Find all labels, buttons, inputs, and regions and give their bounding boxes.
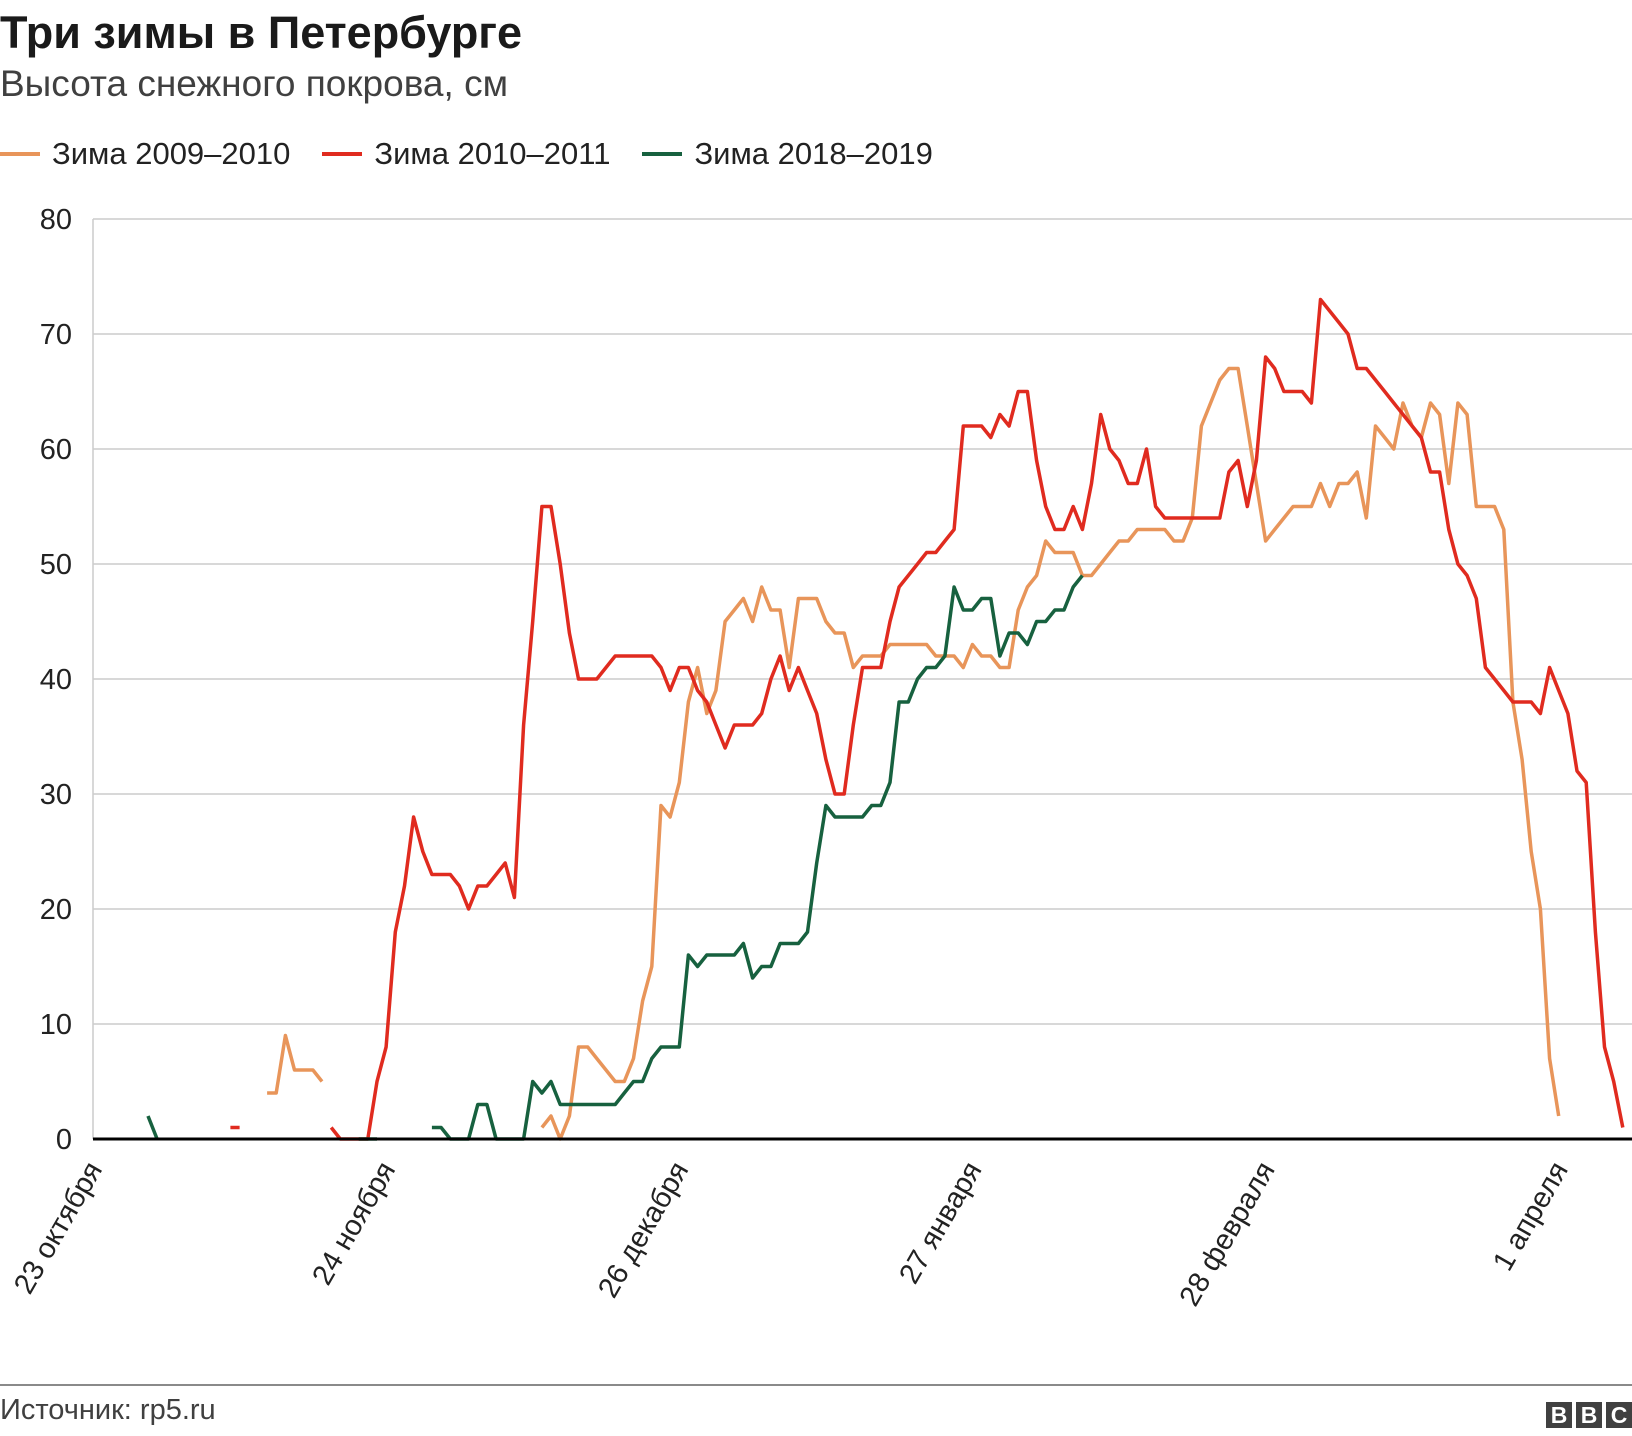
snow-depth-line-chart: 0 10 20 30 40 50 60 70 80 23 октября 24 ноября 26 д… [8,204,1632,1312]
legend-label: Зима 2018–2019 [694,136,933,171]
bbc-logo-letter: B [1576,1402,1602,1428]
bbc-logo: B B C [1542,1402,1632,1428]
bbc-logo-letter: B [1546,1402,1572,1428]
legend-item-2010-2011: Зима 2010–2011 [322,136,610,172]
series-line-3 [146,1115,159,1140]
source-note: Источник: rp5.ru [0,1394,216,1426]
series-line-1 [267,1033,324,1095]
series-line-1 [540,366,1561,1141]
series-line-3 [431,574,1084,1141]
y-tick-label: 70 [40,319,72,351]
legend-swatch [0,152,40,156]
y-tick-label: 20 [40,894,72,926]
footer-divider [0,1384,1632,1386]
legend-label: Зима 2010–2011 [374,136,611,171]
y-tick-label: 30 [40,779,72,811]
x-tick-label: 27 января [893,1157,988,1290]
x-tick-label: 28 февраля [1174,1157,1282,1312]
y-tick-label: 60 [40,434,72,466]
y-tick-label: 80 [40,204,72,236]
x-tick-label: 1 апреля [1487,1157,1575,1277]
x-tick-label: 23 октября [8,1157,109,1300]
bbc-logo-letter: C [1606,1402,1632,1428]
legend-label: Зима 2009–2010 [52,136,291,171]
legend-swatch [322,152,363,156]
legend-swatch [642,152,683,156]
legend-item-2018-2019: Зима 2018–2019 [642,136,933,172]
legend-item-2009-2010: Зима 2009–2010 [0,136,290,172]
chart-legend: Зима 2009–2010 Зима 2010–2011 Зима 2018–… [0,134,965,174]
y-tick-label: 50 [40,549,72,581]
y-tick-label: 0 [56,1124,72,1156]
x-tick-label: 26 декабря [592,1157,695,1304]
series-line-2 [329,297,1625,1141]
chart-subtitle: Высота снежного покрова, см [0,63,509,104]
y-tick-label: 40 [40,664,72,696]
x-tick-label: 24 ноября [306,1157,402,1291]
chart-title: Три зимы в Петербурге [0,7,523,58]
y-tick-label: 10 [40,1009,72,1041]
